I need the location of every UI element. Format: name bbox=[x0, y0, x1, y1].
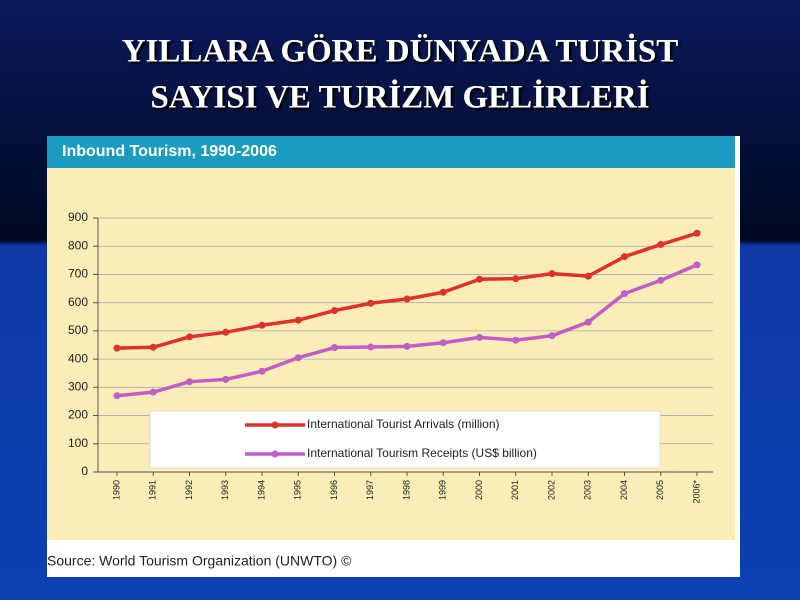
y-tick-label: 300 bbox=[68, 380, 88, 394]
data-point bbox=[149, 388, 157, 396]
data-point bbox=[258, 367, 266, 375]
y-tick-label: 0 bbox=[81, 464, 88, 478]
chart-header bbox=[47, 136, 735, 168]
legend-label: International Tourism Receipts (US$ bill… bbox=[307, 446, 537, 460]
data-point bbox=[512, 275, 520, 283]
legend-swatch-dot bbox=[271, 421, 279, 429]
y-tick-label: 600 bbox=[68, 295, 88, 309]
data-point bbox=[294, 354, 302, 362]
y-tick-label: 800 bbox=[68, 238, 88, 252]
data-point bbox=[258, 321, 266, 329]
data-point bbox=[113, 344, 121, 352]
data-point bbox=[657, 276, 665, 284]
x-tick-label: 2003 bbox=[583, 480, 593, 500]
data-point bbox=[331, 344, 338, 352]
data-point bbox=[222, 328, 230, 336]
y-tick-label: 400 bbox=[68, 351, 88, 365]
data-point bbox=[548, 270, 556, 278]
data-point bbox=[621, 290, 628, 298]
data-point bbox=[476, 275, 483, 283]
data-point bbox=[186, 378, 193, 386]
data-point bbox=[548, 332, 556, 340]
plot-background bbox=[47, 168, 735, 540]
slide-title: SAYISI VE TURİZM GELİRLERİ bbox=[150, 78, 649, 116]
y-tick-label: 900 bbox=[68, 210, 88, 224]
data-point bbox=[693, 261, 701, 269]
x-tick-label: 1992 bbox=[184, 480, 194, 500]
x-tick-label: 2001 bbox=[510, 480, 520, 500]
data-point bbox=[367, 343, 375, 351]
x-tick-label: 1993 bbox=[220, 480, 230, 500]
data-point bbox=[584, 272, 592, 280]
legend bbox=[149, 410, 661, 469]
slide-title: YILLARA GÖRE DÜNYADA TURİST bbox=[122, 32, 679, 70]
source: Source: World Tourism Organization (UNWT… bbox=[47, 553, 352, 569]
data-point bbox=[439, 339, 447, 347]
data-point bbox=[331, 307, 338, 315]
y-tick-label: 700 bbox=[68, 267, 88, 281]
data-point bbox=[149, 343, 157, 351]
x-tick-label: 1990 bbox=[111, 480, 121, 500]
data-point bbox=[584, 318, 592, 326]
x-tick-label: 1999 bbox=[438, 480, 448, 500]
data-point bbox=[693, 229, 701, 237]
x-tick-label: 1995 bbox=[293, 480, 303, 500]
x-tick-label: 2006* bbox=[691, 480, 701, 504]
legend-swatch-dot bbox=[271, 450, 279, 458]
x-tick-label: 2002 bbox=[546, 480, 556, 500]
y-tick-label: 100 bbox=[68, 436, 88, 450]
y-tick-label: 200 bbox=[68, 408, 88, 422]
legend-label: International Tourist Arrivals (million) bbox=[307, 417, 500, 431]
data-point bbox=[439, 288, 447, 296]
data-point bbox=[367, 299, 375, 307]
x-tick-label: 2005 bbox=[655, 480, 665, 500]
x-tick-label: 1994 bbox=[256, 480, 266, 500]
data-point bbox=[403, 295, 411, 303]
data-point bbox=[294, 316, 302, 324]
data-point bbox=[403, 342, 411, 350]
data-point bbox=[512, 336, 520, 344]
data-point bbox=[186, 333, 193, 341]
x-tick-label: 1998 bbox=[401, 480, 411, 500]
data-point bbox=[657, 241, 665, 249]
data-point bbox=[476, 333, 483, 341]
chart-title: Inbound Tourism, 1990-2006 bbox=[62, 143, 277, 160]
x-tick-label: 1996 bbox=[329, 480, 339, 500]
y-tick-label: 500 bbox=[68, 323, 88, 337]
x-tick-label: 1991 bbox=[148, 480, 158, 500]
x-tick-label: 1997 bbox=[365, 480, 375, 500]
data-point bbox=[113, 392, 121, 400]
data-point bbox=[222, 375, 230, 383]
x-tick-label: 2004 bbox=[619, 480, 629, 500]
x-tick-label: 2000 bbox=[474, 480, 484, 500]
data-point bbox=[621, 253, 628, 261]
